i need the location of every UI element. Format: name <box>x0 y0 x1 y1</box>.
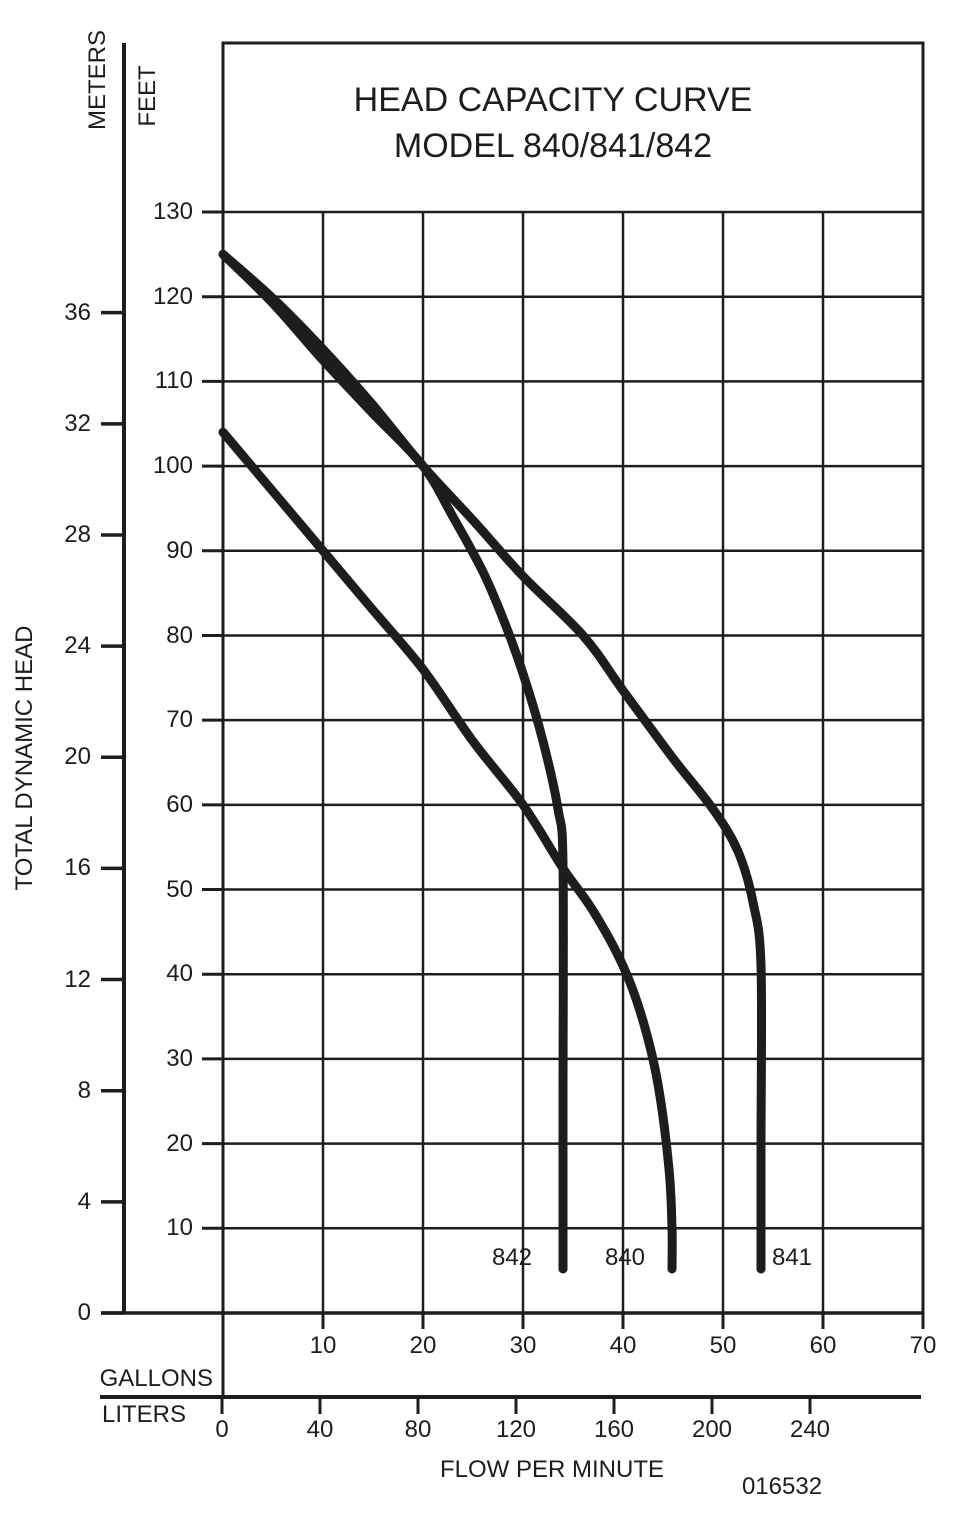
document-code: 016532 <box>741 1473 823 1500</box>
pump-curve-840 <box>218 427 677 1274</box>
meters-tick-label-0: 0 <box>77 1299 91 1326</box>
feet-tick-label-120: 120 <box>152 282 193 310</box>
meters-tick-label-16: 16 <box>64 854 91 882</box>
pump-curve-841 <box>218 249 767 1274</box>
feet-tick-label-20: 20 <box>166 1129 193 1157</box>
feet-tick-label-80: 80 <box>166 621 193 649</box>
chart-title-line2: MODEL 840/841/842 <box>393 127 713 165</box>
feet-tick-label-40: 40 <box>166 960 193 988</box>
meters-tick-label-36: 36 <box>64 298 91 326</box>
meters-tick-label-28: 28 <box>64 521 91 548</box>
curve-label-841: 841 <box>771 1244 813 1271</box>
feet-tick-label-70: 70 <box>166 706 193 734</box>
liters-tick-label-0: 0 <box>215 1416 229 1443</box>
feet-tick-label-110: 110 <box>154 367 193 395</box>
feet-tick-label-60: 60 <box>166 790 193 818</box>
chart-title-line1: HEAD CAPACITY CURVE <box>353 81 753 119</box>
meters-tick-label-4: 4 <box>77 1187 91 1215</box>
meters-tick-label-20: 20 <box>64 743 91 771</box>
meters-tick-label-12: 12 <box>64 965 91 993</box>
x-unit-liters-label: LITERS <box>102 1401 187 1428</box>
curve-label-842: 842 <box>491 1244 533 1271</box>
y-unit-meters-label: METERS <box>84 29 111 131</box>
feet-tick-label-50: 50 <box>166 875 193 903</box>
liters-tick-label-40: 40 <box>306 1416 334 1443</box>
x-unit-gallons-label: GALLONS <box>99 1365 213 1392</box>
gallons-tick-label-40: 40 <box>609 1332 637 1359</box>
pump-curve-842 <box>218 249 568 1274</box>
liters-tick-label-200: 200 <box>691 1416 733 1443</box>
gallons-tick-label-30: 30 <box>509 1332 537 1359</box>
feet-tick-label-90: 90 <box>166 536 193 564</box>
liters-tick-label-120: 120 <box>495 1416 537 1443</box>
x-axis-title: FLOW PER MINUTE <box>439 1456 664 1483</box>
feet-tick-label-30: 30 <box>166 1044 193 1072</box>
feet-tick-label-10: 10 <box>166 1214 193 1242</box>
meters-tick-label-24: 24 <box>64 632 91 660</box>
gallons-tick-label-60: 60 <box>809 1332 837 1359</box>
gallons-tick-label-70: 70 <box>909 1332 937 1359</box>
liters-tick-label-160: 160 <box>593 1416 635 1443</box>
meters-tick-label-8: 8 <box>77 1076 91 1104</box>
curve-label-840: 840 <box>604 1244 646 1271</box>
liters-tick-label-240: 240 <box>789 1416 831 1443</box>
gallons-tick-label-20: 20 <box>409 1332 437 1359</box>
gallons-tick-label-50: 50 <box>709 1332 737 1359</box>
liters-tick-label-80: 80 <box>404 1416 432 1443</box>
y-unit-feet-label: FEET <box>134 65 161 127</box>
plot-frame <box>221 41 925 1315</box>
feet-tick-label-100: 100 <box>152 452 193 480</box>
gallons-tick-label-10: 10 <box>309 1332 337 1359</box>
feet-tick-label-130: 130 <box>152 198 193 225</box>
meters-tick-label-32: 32 <box>64 409 91 437</box>
